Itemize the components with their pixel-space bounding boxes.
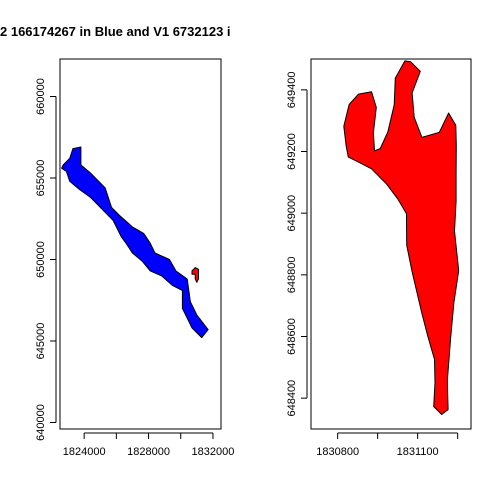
map-polygon-0 <box>61 146 209 339</box>
map-panel-left: 1824000 1828000 1832000 640000 645000 650000 6… <box>35 58 235 458</box>
y-tick-label: 655000 <box>35 160 47 197</box>
plot-frame <box>59 58 222 430</box>
x-tick-label: 1832000 <box>192 446 235 458</box>
y-tick-label: 648600 <box>286 318 298 355</box>
x-tick-label: 1824000 <box>63 446 106 458</box>
x-tick-label: 1831100 <box>397 446 439 458</box>
y-tick-label: 640000 <box>35 404 47 441</box>
map-panel-right: 1830800 1831100 648400 648600 648800 649000 64… <box>286 58 472 458</box>
x-tick-label: 1830800 <box>316 446 359 458</box>
y-tick-label: 649000 <box>286 195 298 232</box>
y-tick-label: 649200 <box>286 133 298 170</box>
y-tick-label: 650000 <box>35 241 47 278</box>
y-tick-label: 648800 <box>286 256 298 293</box>
plot-frame <box>310 58 472 430</box>
map-polygon-1 <box>191 267 199 283</box>
y-tick-label: 660000 <box>35 78 47 115</box>
map-polygon-0 <box>343 60 460 415</box>
y-tick-label: 648400 <box>286 380 298 417</box>
x-tick-label: 1828000 <box>127 446 170 458</box>
chart-title: 2 166174267 in Blue and V1 6732123 i <box>0 24 231 39</box>
y-tick-label: 649400 <box>286 71 298 108</box>
y-tick-label: 645000 <box>35 323 47 360</box>
